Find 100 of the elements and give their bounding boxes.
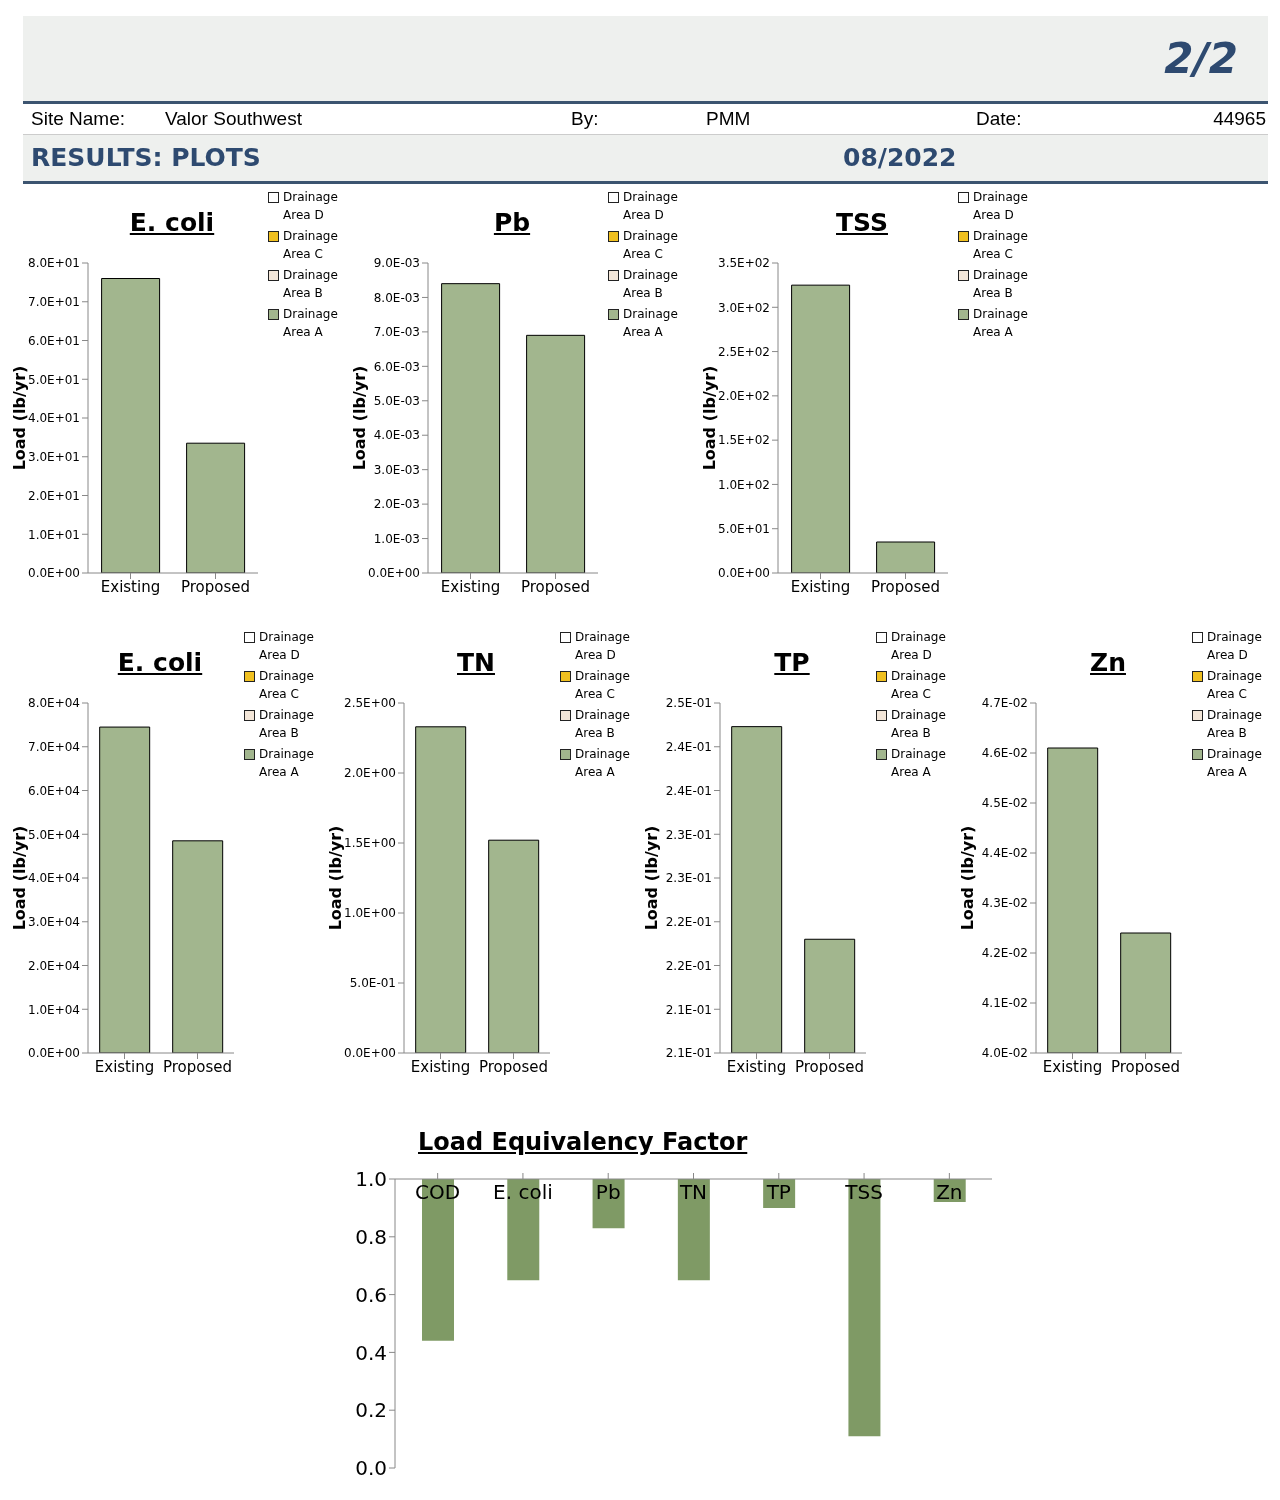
legend-label: Drainage Area B [1207,707,1263,742]
x-tick-label: Proposed [1110,1057,1181,1076]
y-tick-label: 2.5E+00 [344,696,396,711]
y-tick-label: 4.7E-02 [981,696,1028,711]
y-tick-label: 0.0 [355,1456,387,1481]
legend-label: Drainage Area C [891,668,947,703]
y-tick-label: 8.0E-03 [373,290,420,305]
y-axis-title: Load (lb/yr) [699,365,719,471]
y-tick-label: 0.0E+00 [28,1046,80,1061]
legend-label: Drainage Area C [283,228,339,263]
y-tick-label: 1.0E+02 [718,477,770,492]
y-tick-label: 3.5E+02 [718,256,770,271]
y-tick-label: 2.1E-01 [665,1002,712,1017]
legend-label: Drainage Area B [973,267,1029,302]
x-tick-label: Proposed [162,1057,233,1076]
legend-label: Drainage Area C [973,228,1029,263]
y-tick-label: 2.4E-01 [665,783,712,798]
legend-label: Drainage Area A [891,746,947,781]
chart-title: TN [456,648,496,677]
chart-title: E. coli [128,208,216,237]
x-tick-label: Existing [790,577,851,596]
x-tick-label: Existing [410,1057,471,1076]
y-tick-label: 0.4 [355,1340,387,1365]
y-tick-label: 6.0E+01 [28,333,80,348]
x-tick-label: Proposed [478,1057,549,1076]
chart-title: Load Equivalency Factor [418,1128,749,1156]
legend-label: Drainage Area C [623,228,679,263]
x-tick-label: Existing [94,1057,155,1076]
legend-label: Drainage Area B [283,267,339,302]
y-tick-label: 0.0E+00 [368,566,420,581]
text: Site Name: [31,108,125,130]
text: PMM [706,108,751,130]
y-tick-label: 2.1E-01 [665,1046,712,1061]
x-tick-label: Proposed [870,577,941,596]
legend-label: Drainage Area C [259,668,315,703]
y-tick-label: 4.5E-02 [981,796,1028,811]
x-tick-label: Proposed [180,577,251,596]
x-tick-label: Proposed [520,577,591,596]
y-tick-label: 4.4E-02 [981,846,1028,861]
x-tick-label: TN [678,1180,708,1204]
y-axis-title: Load (lb/yr) [641,825,661,931]
x-tick-label: TP [765,1180,791,1204]
y-tick-label: 7.0E+04 [28,740,80,755]
y-tick-label: 1.0 [355,1167,387,1192]
legend-label: Drainage Area D [973,189,1029,224]
y-tick-label: 1.5E+00 [344,836,396,851]
text: Drainage Area A [259,746,315,781]
text: 44965 [1213,108,1266,130]
y-tick-label: 3.0E+01 [28,450,80,465]
y-tick-label: 3.0E-03 [373,462,420,477]
y-tick-label: 7.0E-03 [373,325,420,340]
y-tick-label: 4.0E+01 [28,411,80,426]
y-tick-label: 2.2E-01 [665,915,712,930]
x-tick-label: Proposed [794,1057,865,1076]
legend-label: Drainage Area D [259,629,315,664]
y-tick-label: 8.0E+01 [28,256,80,271]
y-tick-label: 4.1E-02 [981,996,1028,1011]
y-tick-label: 2.0E+01 [28,488,80,503]
legend-label: Drainage Area D [623,189,679,224]
legend-label: Drainage Area D [575,629,631,664]
y-tick-label: 3.0E+04 [28,915,80,930]
legend-label: Drainage Area A [1207,746,1263,781]
text: Drainage Area A [623,306,679,341]
y-tick-label: 4.0E+04 [28,871,80,886]
y-tick-label: 2.0E+00 [344,766,396,781]
y-tick-label: 0.2 [355,1398,387,1423]
x-tick-label: Existing [440,577,501,596]
y-tick-label: 5.0E+01 [718,521,770,536]
y-tick-label: 6.0E-03 [373,359,420,374]
y-tick-label: 1.0E+04 [28,1002,80,1017]
legend-label: Drainage Area B [623,267,679,302]
x-tick-label: Existing [726,1057,787,1076]
legend-label: Drainage Area D [283,189,339,224]
y-tick-label: 2.5E+02 [718,344,770,359]
y-tick-label: 2.5E-01 [665,696,712,711]
y-axis-title: Load (lb/yr) [349,365,369,471]
y-tick-label: 2.0E+02 [718,389,770,404]
y-tick-label: 0.0E+00 [28,566,80,581]
x-tick-label: Pb [595,1180,621,1204]
chart-title: Pb [492,208,532,237]
legend-label: Drainage Area C [575,668,631,703]
y-tick-label: 2.2E-01 [665,958,712,973]
text: 08/2022 [843,143,957,172]
text: Valor Southwest [165,108,302,130]
text: Date: [976,108,1022,130]
y-tick-label: 5.0E-01 [349,976,396,991]
y-tick-label: 4.3E-02 [981,896,1028,911]
y-tick-label: 5.0E-03 [373,394,420,409]
y-tick-label: 2.3E-01 [665,871,712,886]
legend-label: Drainage Area B [259,707,315,742]
y-tick-label: 3.0E+02 [718,300,770,315]
x-tick-label: Zn [936,1180,963,1204]
y-tick-label: 1.0E+00 [344,906,396,921]
y-tick-label: 2.0E-03 [373,497,420,512]
y-tick-label: 0.8 [355,1224,387,1249]
y-tick-label: 5.0E+04 [28,827,80,842]
chart-title: Zn [1089,648,1127,677]
y-tick-label: 6.0E+04 [28,783,80,798]
legend-label: Drainage Area D [1207,629,1263,664]
chart-title: E. coli [116,648,204,677]
